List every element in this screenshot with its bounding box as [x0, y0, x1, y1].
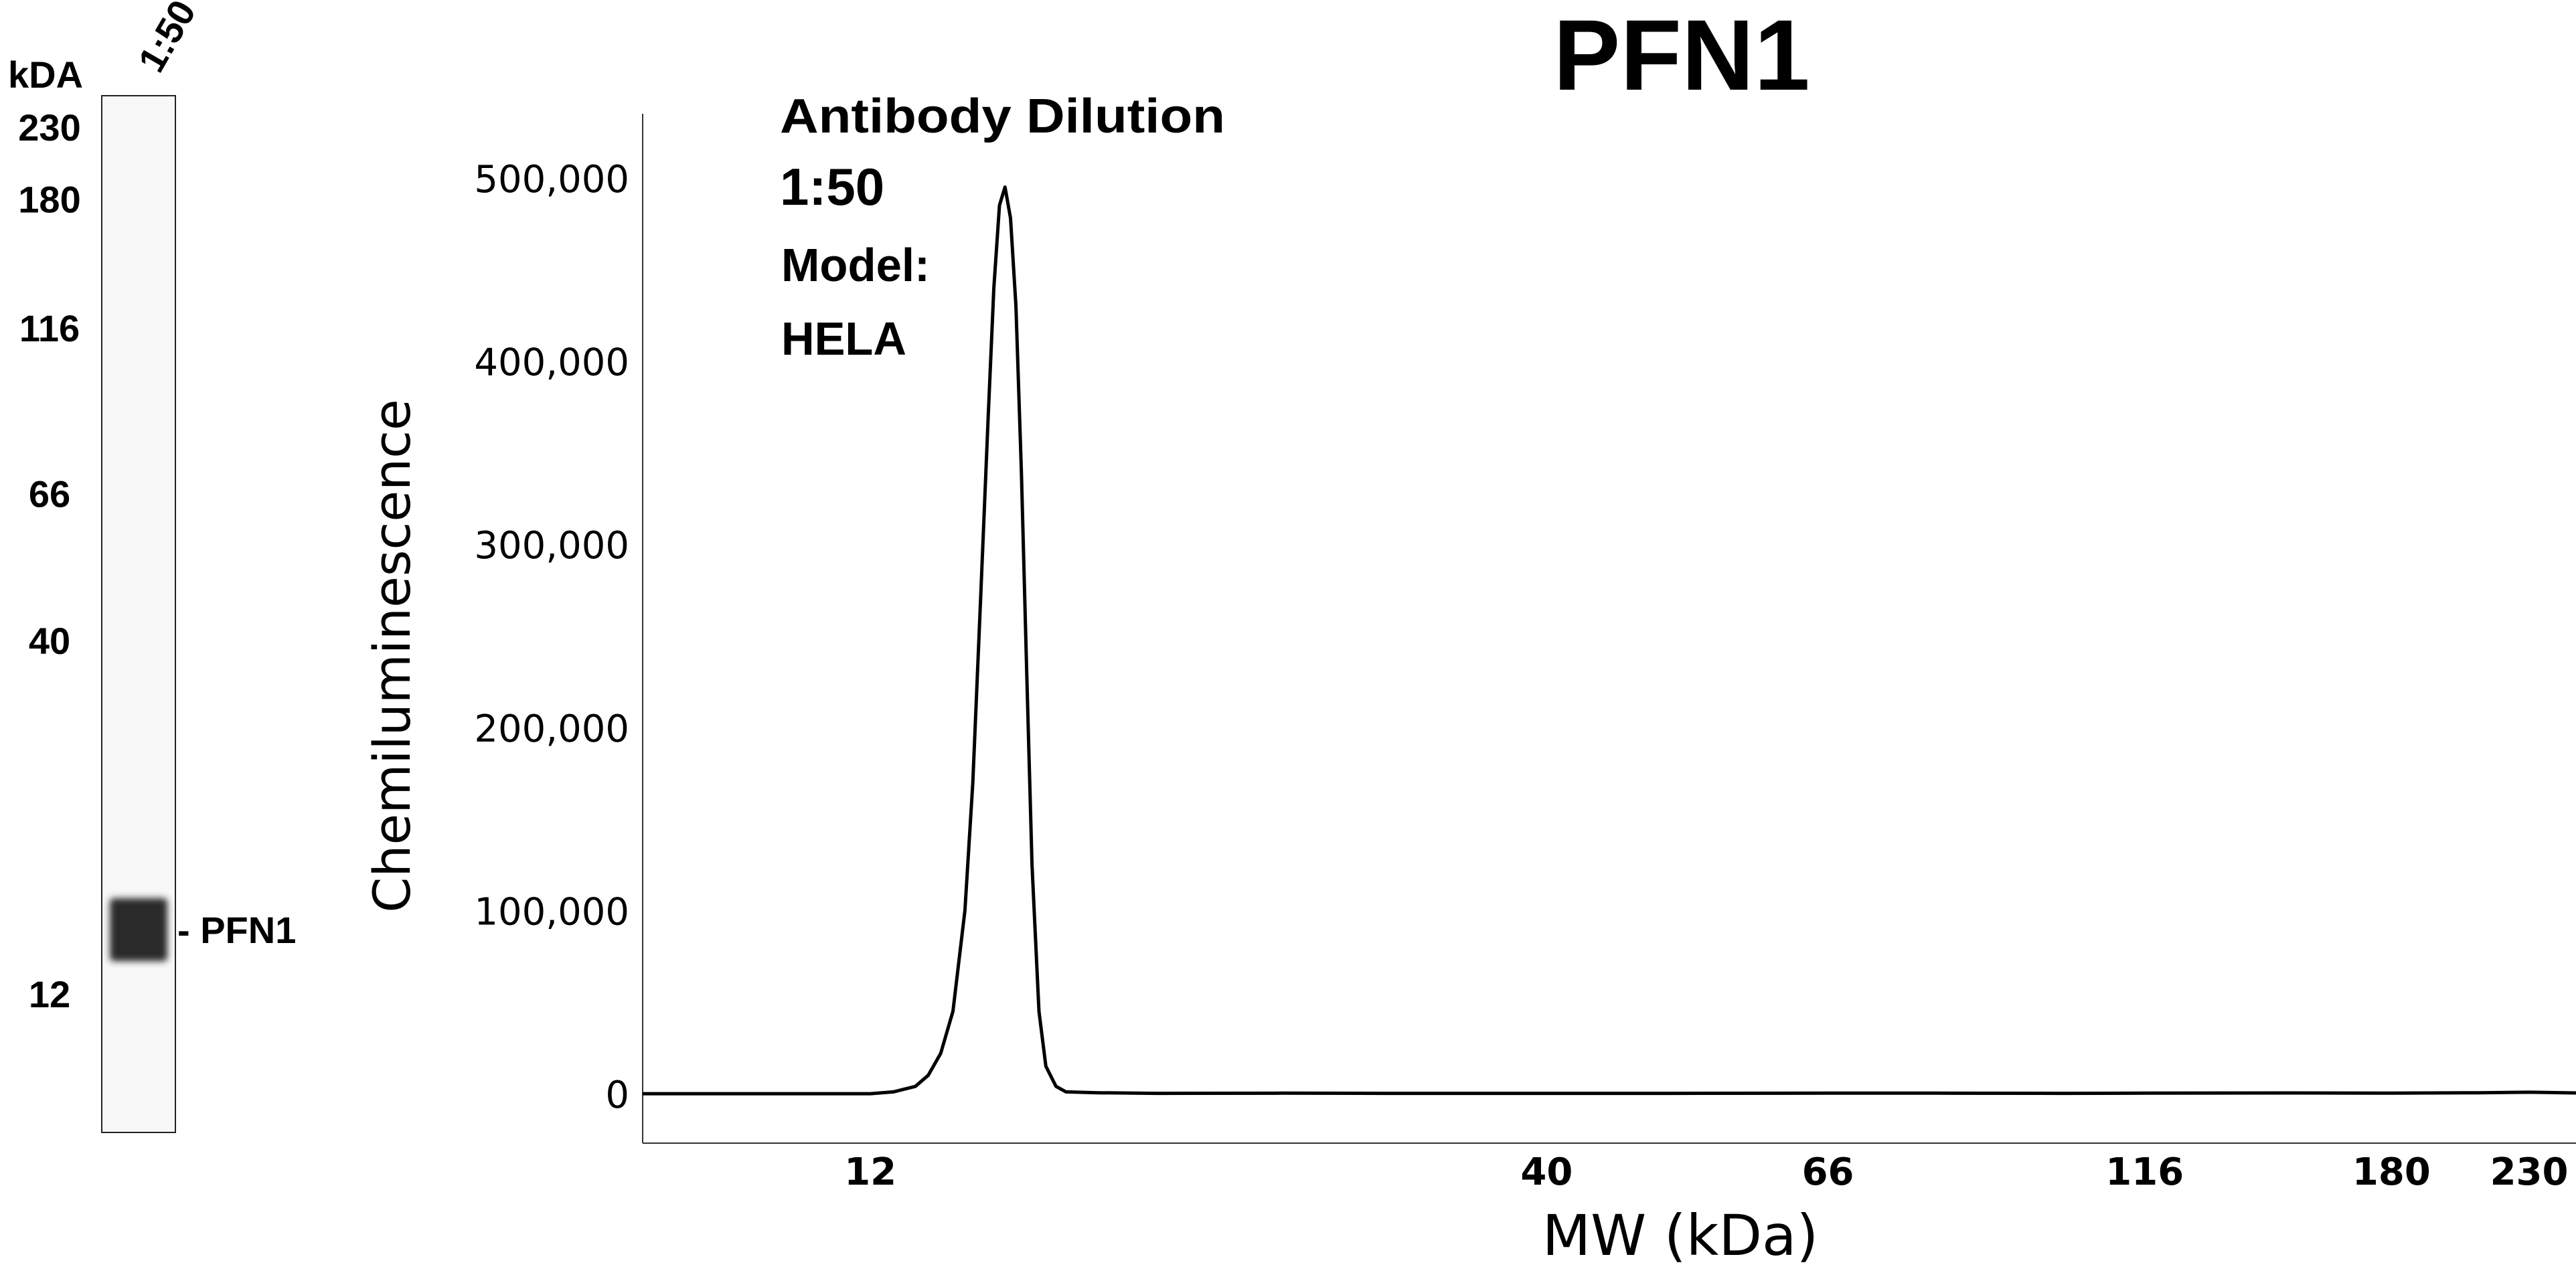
annotation-line: HELA [781, 313, 906, 365]
y-tick-label: 300,000 [474, 524, 629, 568]
x-tick-label: 66 [1802, 1151, 1854, 1194]
y-tick-label: 100,000 [474, 890, 629, 934]
annotation-line: Model: [781, 239, 930, 291]
x-tick-label: 180 [2352, 1151, 2431, 1194]
y-tick-label: 200,000 [474, 707, 629, 751]
x-axis-title: MW (kDa) [1542, 1203, 1819, 1268]
blot-ladder-label: 66 [29, 473, 70, 515]
blot-ladder-label: 230 [18, 106, 80, 149]
x-tick-label: 12 [844, 1151, 896, 1194]
annotation-line: Antibody Dilution [780, 90, 1225, 143]
blot-ladder-label: 12 [29, 973, 70, 1015]
blot-lane [101, 95, 176, 1133]
x-tick-label: 40 [1520, 1151, 1573, 1194]
y-tick-label: 400,000 [474, 341, 629, 384]
x-tick-label: 116 [2105, 1151, 2184, 1194]
blot-band-label: - PFN1 [177, 909, 296, 951]
blot-ladder-label: 116 [19, 307, 80, 349]
y-tick-label: 500,000 [474, 158, 629, 201]
x-tick-label: 230 [2490, 1151, 2569, 1194]
y-tick-label: 0 [605, 1074, 629, 1117]
series-line [643, 185, 2576, 1096]
blot-ladder-label: 180 [18, 178, 80, 220]
blot-ladder-label: 40 [29, 620, 70, 662]
blot-lane-label: 1:50 [130, 0, 204, 79]
blot-band-pfn1 [110, 898, 167, 962]
y-axis-title: Chemiluminescence [362, 399, 422, 912]
chart-title: PFN1 [1553, 0, 1809, 111]
blot-unit-label: kDA [8, 54, 83, 96]
annotation-line: 1:50 [780, 157, 884, 216]
